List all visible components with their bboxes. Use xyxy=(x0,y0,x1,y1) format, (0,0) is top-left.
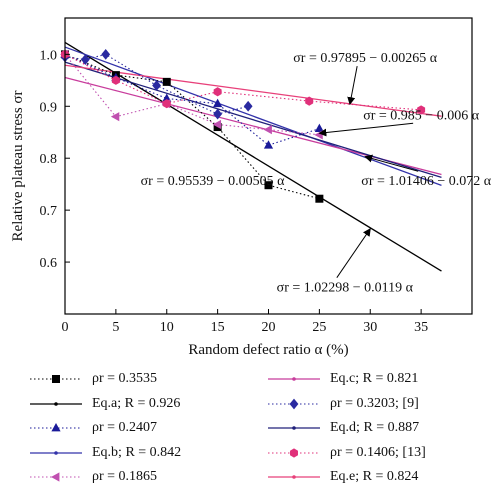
legend-label: Eq.e; R = 0.824 xyxy=(330,469,419,484)
legend-swatch xyxy=(268,398,320,409)
legend-label: ρr = 0.1865 xyxy=(92,469,158,484)
x-tick-label: 30 xyxy=(363,320,377,335)
legend-item: Eq.b; R = 0.842 xyxy=(28,442,238,467)
legend-label: Eq.d; R = 0.887 xyxy=(330,420,420,435)
legend-marker xyxy=(51,423,61,432)
data-point-4-1 xyxy=(110,112,120,122)
data-point-8-2 xyxy=(162,99,171,109)
legend-dot xyxy=(54,450,58,455)
legend-label: ρr = 0.3203; [9] xyxy=(330,395,419,411)
legend-dot xyxy=(292,475,296,479)
legend-dot xyxy=(54,401,58,406)
equation-annotation-4: σr = 1.02298 − 0.0119 α xyxy=(277,281,414,296)
x-tick-label: 20 xyxy=(262,320,276,335)
data-line-4 xyxy=(64,54,320,136)
equation-annotation-3: σr = 1.01406 − 0.072 α xyxy=(361,174,492,189)
data-point-4-3 xyxy=(212,119,222,130)
y-tick-label: 0.9 xyxy=(40,100,58,115)
data-point-6-2 xyxy=(101,48,111,60)
annotation-arrow-0 xyxy=(347,66,358,106)
y-tick-label: 0.8 xyxy=(40,152,58,167)
fit-line-7 xyxy=(64,61,442,179)
y-tick-label: 0.6 xyxy=(40,256,58,271)
legend-left-column: ρr = 0.3535 Eq.a; R = 0.926 ρr = 0.2407 Eq.… xyxy=(28,368,238,491)
data-line-8 xyxy=(64,53,422,111)
equation-annotation-1: σr = 0.985 − 0.006 α xyxy=(363,108,480,123)
legend-item: ρr = 0.3203; [9] xyxy=(266,393,476,418)
data-line-0 xyxy=(64,53,320,200)
legend-label: Eq.c; R = 0.821 xyxy=(330,371,419,386)
legend-marker xyxy=(290,447,298,458)
data-point-8-3 xyxy=(213,87,222,97)
data-point-0-5 xyxy=(315,194,324,203)
data-point-6-1 xyxy=(80,54,90,65)
annotation-arrow-4 xyxy=(336,228,371,278)
data-point-6-4 xyxy=(213,108,223,120)
legend-item: Eq.c; R = 0.821 xyxy=(266,368,476,393)
fit-line-1 xyxy=(64,41,442,272)
data-point-8-4 xyxy=(305,96,314,106)
data-point-8-1 xyxy=(111,75,120,85)
fit-line-9 xyxy=(64,64,442,117)
legend-swatch xyxy=(30,375,82,383)
x-tick-label: 0 xyxy=(62,320,69,335)
x-tick-label: 35 xyxy=(414,320,428,335)
data-point-4-4 xyxy=(263,125,272,135)
data-line-2 xyxy=(64,53,320,146)
legend-item: ρr = 0.3535 xyxy=(28,368,238,393)
legend-label: ρr = 0.3535 xyxy=(92,371,158,386)
data-point-0-4 xyxy=(264,181,273,190)
legend-label: Eq.b; R = 0.842 xyxy=(92,444,182,460)
y-tick-label: 0.7 xyxy=(40,204,58,219)
legend-item: ρr = 0.1865 xyxy=(28,466,238,491)
y-axis-label: Relative plateau stress σr xyxy=(10,91,26,242)
data-point-2-4 xyxy=(263,140,274,149)
legend-item: ρr = 0.2407 xyxy=(28,417,238,442)
data-point-6-5 xyxy=(243,100,253,112)
legend-swatch xyxy=(268,447,320,458)
legend-label: ρr = 0.1406; [13] xyxy=(330,444,426,460)
legend-swatch xyxy=(30,401,82,406)
legend-swatch xyxy=(30,423,82,432)
legend-item: Eq.e; R = 0.824 xyxy=(266,466,476,491)
legend-swatch xyxy=(30,472,82,482)
data-point-0-2 xyxy=(162,77,171,86)
legend-swatch xyxy=(30,450,82,455)
legend-dot xyxy=(292,377,296,381)
x-tick-label: 15 xyxy=(211,320,225,335)
annotation-arrow-3 xyxy=(364,154,419,172)
annotation-arrow-1 xyxy=(318,122,414,137)
legend-marker xyxy=(289,398,299,409)
legend-right-column: Eq.c; R = 0.821 ρr = 0.3203; [9] Eq.d; R =… xyxy=(266,368,476,491)
legend-item: ρr = 0.1406; [13] xyxy=(266,442,476,467)
legend-label: Eq.a; R = 0.926 xyxy=(92,395,181,411)
legend-swatch xyxy=(268,475,320,479)
data-point-8-5 xyxy=(417,105,426,115)
equation-annotation-2: σr = 0.95539 − 0.00505 α xyxy=(141,174,286,189)
legend-marker xyxy=(51,472,60,482)
legend-swatch xyxy=(268,426,320,430)
x-axis-label: Random defect ratio α (%) xyxy=(188,342,348,358)
x-tick-label: 25 xyxy=(312,320,326,335)
y-tick-label: 1.0 xyxy=(40,48,58,63)
data-point-2-3 xyxy=(213,98,223,108)
legend-item: Eq.d; R = 0.887 xyxy=(266,417,476,442)
legend-label: ρr = 0.2407 xyxy=(92,420,158,435)
x-tick-label: 5 xyxy=(112,320,119,335)
chart: 0 5 10 15 20 25 30 35 0.6 0.7 0.8 0.9 1.0 σr = 0.978… xyxy=(10,17,492,358)
legend-marker xyxy=(52,375,60,383)
x-tick-label: 10 xyxy=(160,320,174,335)
legend-item: Eq.a; R = 0.926 xyxy=(28,393,238,418)
fit-line-3 xyxy=(64,46,442,187)
data-point-6-3 xyxy=(152,80,161,91)
legend-swatch xyxy=(268,377,320,381)
legend-dot xyxy=(292,426,296,430)
equation-annotation-0: σr = 0.97895 − 0.00265 α xyxy=(293,51,438,66)
